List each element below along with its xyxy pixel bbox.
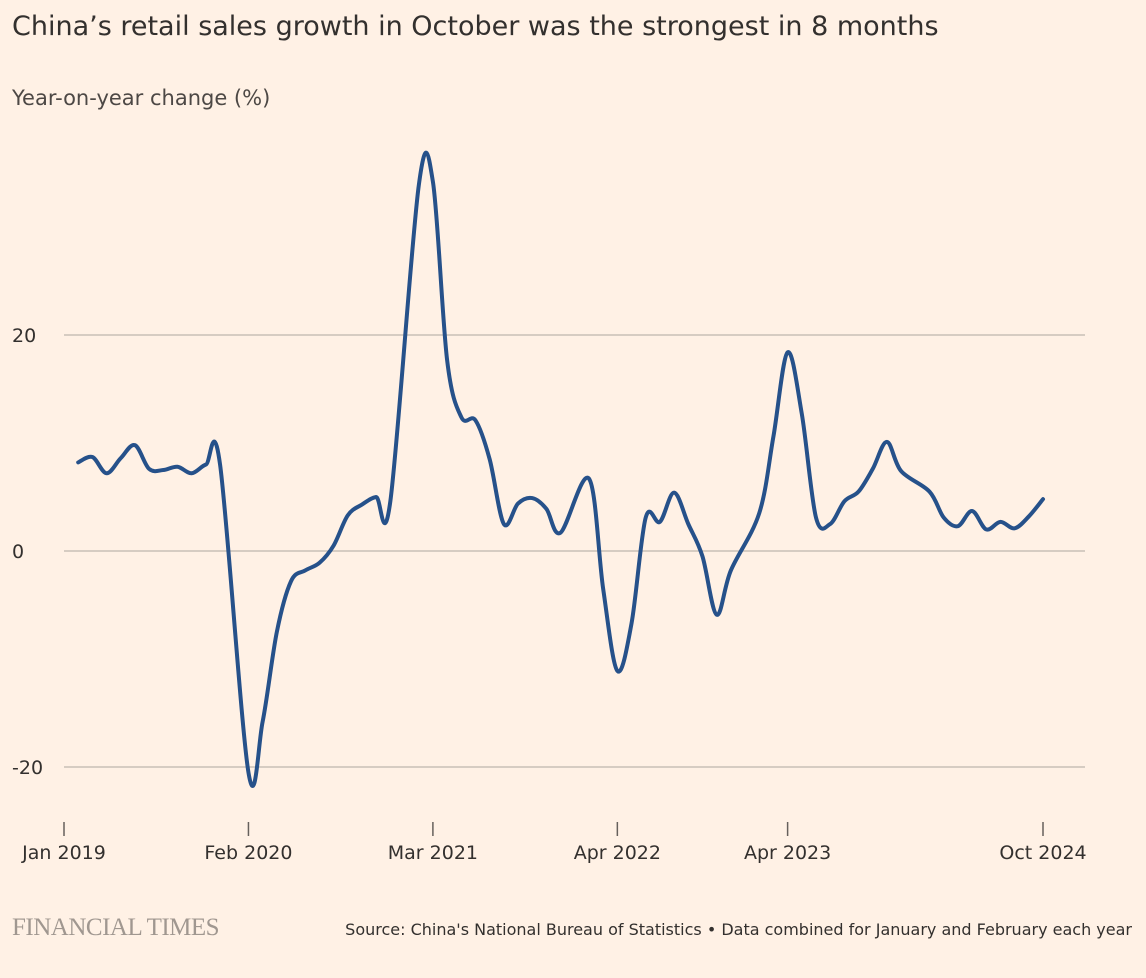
y-tick-label: -20	[12, 757, 43, 779]
x-tick-label: Oct 2024	[999, 842, 1086, 864]
source: Source: China's National Bureau of Stati…	[345, 920, 1132, 939]
chart-subtitle: Year-on-year change (%)	[11, 86, 270, 110]
x-tick-label: Mar 2021	[388, 842, 478, 864]
x-tick-label: Apr 2022	[574, 842, 661, 864]
x-tick-label: Feb 2020	[204, 842, 292, 864]
y-tick-label: 0	[12, 541, 24, 563]
x-tick-label: Jan 2019	[21, 842, 106, 864]
x-tick-label: Apr 2023	[744, 842, 831, 864]
brand: FINANCIAL TIMES	[12, 914, 219, 941]
y-tick-label: 20	[12, 325, 36, 347]
chart-title: China’s retail sales growth in October w…	[12, 11, 939, 42]
line-series	[76, 150, 1045, 788]
